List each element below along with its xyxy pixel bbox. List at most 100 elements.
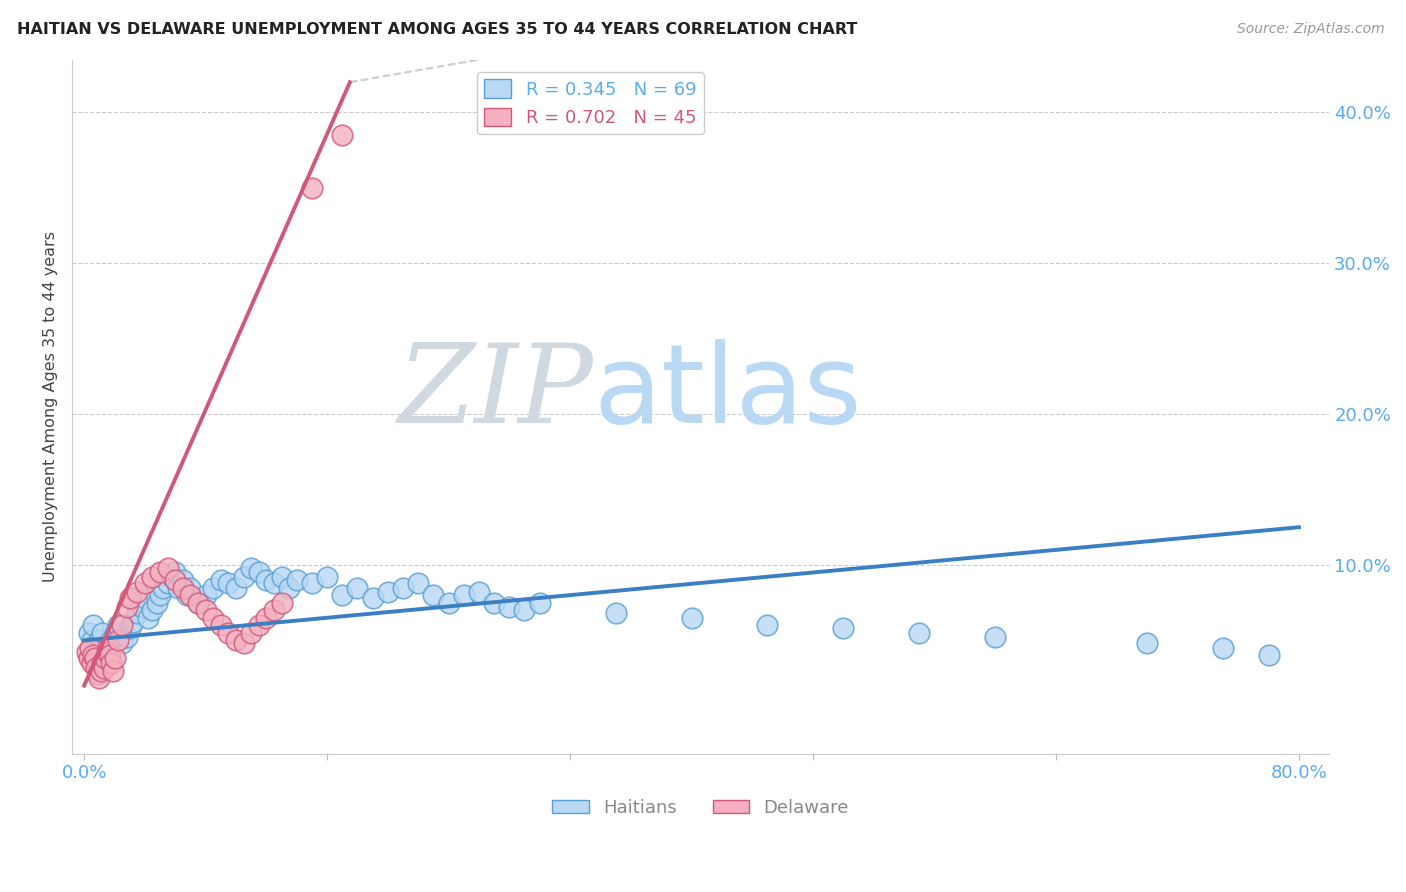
Point <box>270 596 292 610</box>
Point <box>278 581 301 595</box>
Text: ZIP: ZIP <box>398 339 593 446</box>
Point <box>263 603 285 617</box>
Point <box>217 576 239 591</box>
Point <box>90 664 112 678</box>
Point <box>482 596 505 610</box>
Point <box>406 576 429 591</box>
Point <box>529 596 551 610</box>
Point <box>160 570 183 584</box>
Point <box>179 581 201 595</box>
Point <box>172 573 194 587</box>
Point <box>100 633 122 648</box>
Point <box>194 588 217 602</box>
Point <box>141 603 163 617</box>
Point <box>225 581 247 595</box>
Point <box>111 618 134 632</box>
Point <box>165 573 187 587</box>
Point <box>498 600 520 615</box>
Point <box>361 591 384 606</box>
Point <box>179 588 201 602</box>
Point <box>82 618 104 632</box>
Point <box>146 596 169 610</box>
Point <box>100 656 122 670</box>
Point <box>103 625 125 640</box>
Point <box>187 596 209 610</box>
Point <box>209 618 232 632</box>
Point <box>984 631 1007 645</box>
Point <box>194 603 217 617</box>
Point <box>149 588 172 602</box>
Point <box>908 625 931 640</box>
Point <box>79 640 101 655</box>
Point <box>107 618 129 632</box>
Point <box>232 636 254 650</box>
Point <box>127 585 149 599</box>
Point <box>422 588 444 602</box>
Point <box>152 581 174 595</box>
Text: Source: ZipAtlas.com: Source: ZipAtlas.com <box>1237 22 1385 37</box>
Point <box>468 585 491 599</box>
Point <box>87 666 110 681</box>
Point <box>141 570 163 584</box>
Point <box>1257 648 1279 663</box>
Point <box>111 636 134 650</box>
Point <box>94 651 117 665</box>
Point <box>187 596 209 610</box>
Point <box>316 570 339 584</box>
Point <box>84 660 107 674</box>
Point <box>377 585 399 599</box>
Point <box>77 651 100 665</box>
Point <box>134 591 156 606</box>
Point <box>76 645 98 659</box>
Point <box>240 561 263 575</box>
Point <box>89 671 111 685</box>
Text: atlas: atlas <box>593 339 862 446</box>
Point <box>1136 636 1159 650</box>
Point <box>115 600 138 615</box>
Point <box>94 648 117 663</box>
Point <box>77 625 100 640</box>
Point <box>301 181 323 195</box>
Point <box>156 561 179 575</box>
Point <box>165 566 187 580</box>
Point <box>756 618 779 632</box>
Point <box>82 648 104 663</box>
Text: HAITIAN VS DELAWARE UNEMPLOYMENT AMONG AGES 35 TO 44 YEARS CORRELATION CHART: HAITIAN VS DELAWARE UNEMPLOYMENT AMONG A… <box>17 22 858 37</box>
Point <box>80 633 103 648</box>
Point <box>217 625 239 640</box>
Point <box>83 651 105 665</box>
Point <box>330 128 353 142</box>
Point <box>172 581 194 595</box>
Point <box>437 596 460 610</box>
Point <box>127 606 149 620</box>
Legend: Haitians, Delaware: Haitians, Delaware <box>546 792 856 824</box>
Point <box>254 573 277 587</box>
Point <box>254 611 277 625</box>
Point <box>107 633 129 648</box>
Point <box>1212 640 1234 655</box>
Point <box>131 600 153 615</box>
Point <box>91 656 114 670</box>
Point <box>232 570 254 584</box>
Point <box>301 576 323 591</box>
Point <box>115 631 138 645</box>
Point <box>156 576 179 591</box>
Point <box>605 606 627 620</box>
Point <box>89 633 111 648</box>
Point <box>681 611 703 625</box>
Point <box>167 581 190 595</box>
Point <box>513 603 536 617</box>
Point <box>84 640 107 655</box>
Point <box>101 664 124 678</box>
Point <box>136 611 159 625</box>
Point <box>91 625 114 640</box>
Point <box>346 581 368 595</box>
Point <box>118 591 141 606</box>
Point <box>98 648 121 663</box>
Point <box>202 611 225 625</box>
Point <box>285 573 308 587</box>
Point <box>247 566 270 580</box>
Point <box>209 573 232 587</box>
Point <box>103 651 125 665</box>
Point <box>96 645 118 659</box>
